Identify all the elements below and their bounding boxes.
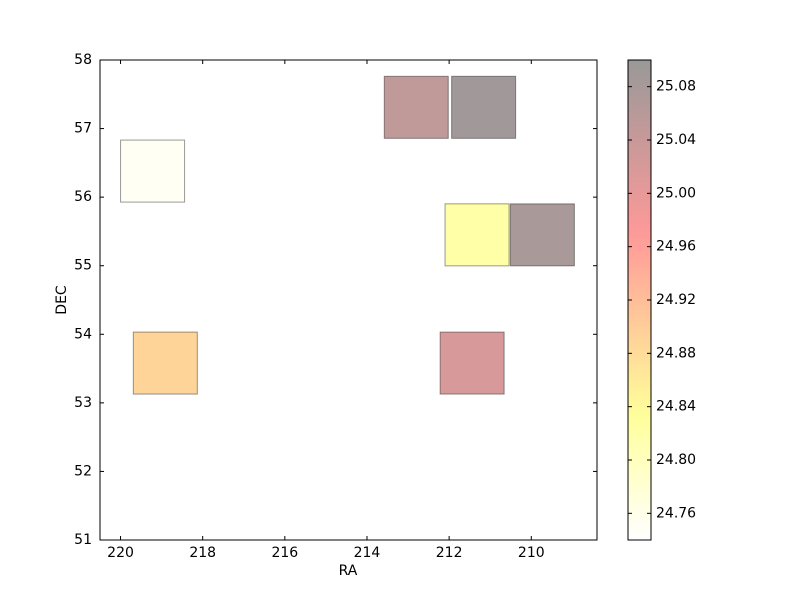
plot-frame	[99, 59, 598, 541]
x-axis-label: RA	[339, 563, 358, 579]
colorbar-tick-label: 24.96	[656, 239, 696, 255]
square-marker	[509, 203, 575, 267]
y-tick-label: 58	[74, 52, 92, 68]
x-tick-label: 216	[271, 545, 298, 561]
colorbar-tick-label: 25.00	[656, 185, 696, 201]
colorbar-tick-label: 24.76	[656, 505, 696, 521]
colorbar-tick-label: 25.08	[656, 79, 696, 95]
square-marker	[383, 75, 449, 139]
y-tick-label: 53	[74, 395, 92, 411]
x-tick-label: 218	[189, 545, 216, 561]
x-tick-label: 220	[107, 545, 134, 561]
square-marker	[444, 203, 510, 267]
square-marker	[120, 139, 186, 203]
colorbar-tick-label: 25.04	[656, 132, 696, 148]
x-tick-label: 212	[436, 545, 463, 561]
y-tick-label: 52	[74, 463, 92, 479]
x-tick-label: 210	[518, 545, 545, 561]
colorbar-tick-label: 24.92	[656, 292, 696, 308]
square-marker	[439, 331, 505, 395]
colorbar-tick-label: 24.84	[656, 399, 696, 415]
square-marker	[451, 75, 517, 139]
y-tick-label: 54	[74, 326, 92, 342]
square-marker	[132, 331, 198, 395]
colorbar-tick-label: 24.80	[656, 452, 696, 468]
y-axis-label: DEC	[54, 285, 70, 315]
colorbar-tick-label: 24.88	[656, 345, 696, 361]
y-tick-label: 55	[74, 258, 92, 274]
x-tick-label: 214	[354, 545, 381, 561]
y-tick-label: 56	[74, 189, 92, 205]
y-tick-label: 57	[74, 121, 92, 137]
y-tick-label: 51	[74, 532, 92, 548]
